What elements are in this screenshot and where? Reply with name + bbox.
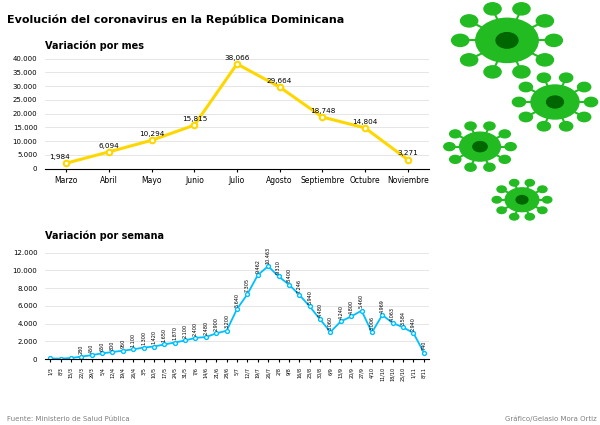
Text: 650: 650 [100, 342, 104, 351]
Text: 14,804: 14,804 [352, 119, 377, 125]
Text: 7.305: 7.305 [245, 278, 250, 292]
Text: 10,294: 10,294 [139, 131, 164, 137]
Text: 3.200: 3.200 [224, 314, 229, 329]
Text: 5.460: 5.460 [359, 295, 364, 309]
Text: 8.400: 8.400 [286, 268, 292, 282]
Text: 1,984: 1,984 [50, 154, 70, 160]
Text: 7.246: 7.246 [297, 278, 302, 292]
Text: 15,815: 15,815 [182, 116, 207, 122]
Text: 9.310: 9.310 [276, 261, 281, 274]
Text: 1.100: 1.100 [131, 333, 136, 347]
Text: 10.463: 10.463 [266, 247, 271, 264]
Text: Variación por semana: Variación por semana [45, 231, 164, 241]
Text: 38,066: 38,066 [224, 55, 250, 61]
Text: 18,748: 18,748 [310, 108, 335, 114]
Text: Fuente: Ministerio de Salud Pública: Fuente: Ministerio de Salud Pública [7, 416, 130, 422]
Text: 3.584: 3.584 [401, 311, 406, 325]
Text: 4.480: 4.480 [317, 303, 323, 317]
Text: 2.480: 2.480 [203, 321, 208, 335]
Text: Evolución del coronavirus en la República Dominicana: Evolución del coronavirus en la Repúblic… [7, 15, 344, 26]
Text: 3,271: 3,271 [397, 150, 418, 156]
Text: 950: 950 [121, 339, 125, 348]
Text: 4.240: 4.240 [338, 305, 343, 319]
Text: 800: 800 [110, 340, 115, 350]
Text: 2.900: 2.900 [214, 317, 219, 331]
Text: 29,664: 29,664 [267, 78, 292, 84]
Text: 3.006: 3.006 [370, 316, 374, 330]
Text: 9.462: 9.462 [255, 259, 260, 273]
Text: 1.650: 1.650 [162, 328, 167, 342]
Text: 4.800: 4.800 [349, 300, 353, 314]
Text: 3.060: 3.060 [328, 316, 333, 330]
Text: 1.300: 1.300 [141, 332, 146, 346]
Text: 6,094: 6,094 [98, 143, 119, 149]
Text: 1.870: 1.870 [172, 326, 177, 340]
Text: 2.940: 2.940 [411, 317, 416, 331]
Text: 2.400: 2.400 [193, 322, 198, 336]
Text: 4.063: 4.063 [390, 307, 395, 321]
Text: 450: 450 [89, 343, 94, 353]
Text: 4.969: 4.969 [380, 299, 385, 313]
Text: Variación por mes: Variación por mes [45, 40, 144, 51]
Text: 1.420: 1.420 [151, 330, 157, 344]
Text: 5.940: 5.940 [307, 290, 312, 304]
Text: 2.100: 2.100 [182, 324, 188, 338]
Text: 740: 740 [421, 341, 427, 350]
Text: 5.640: 5.640 [235, 293, 239, 307]
Text: Gráfico/Gelasio Mora Ortiz: Gráfico/Gelasio Mora Ortiz [505, 415, 597, 422]
Text: 280: 280 [79, 345, 84, 354]
